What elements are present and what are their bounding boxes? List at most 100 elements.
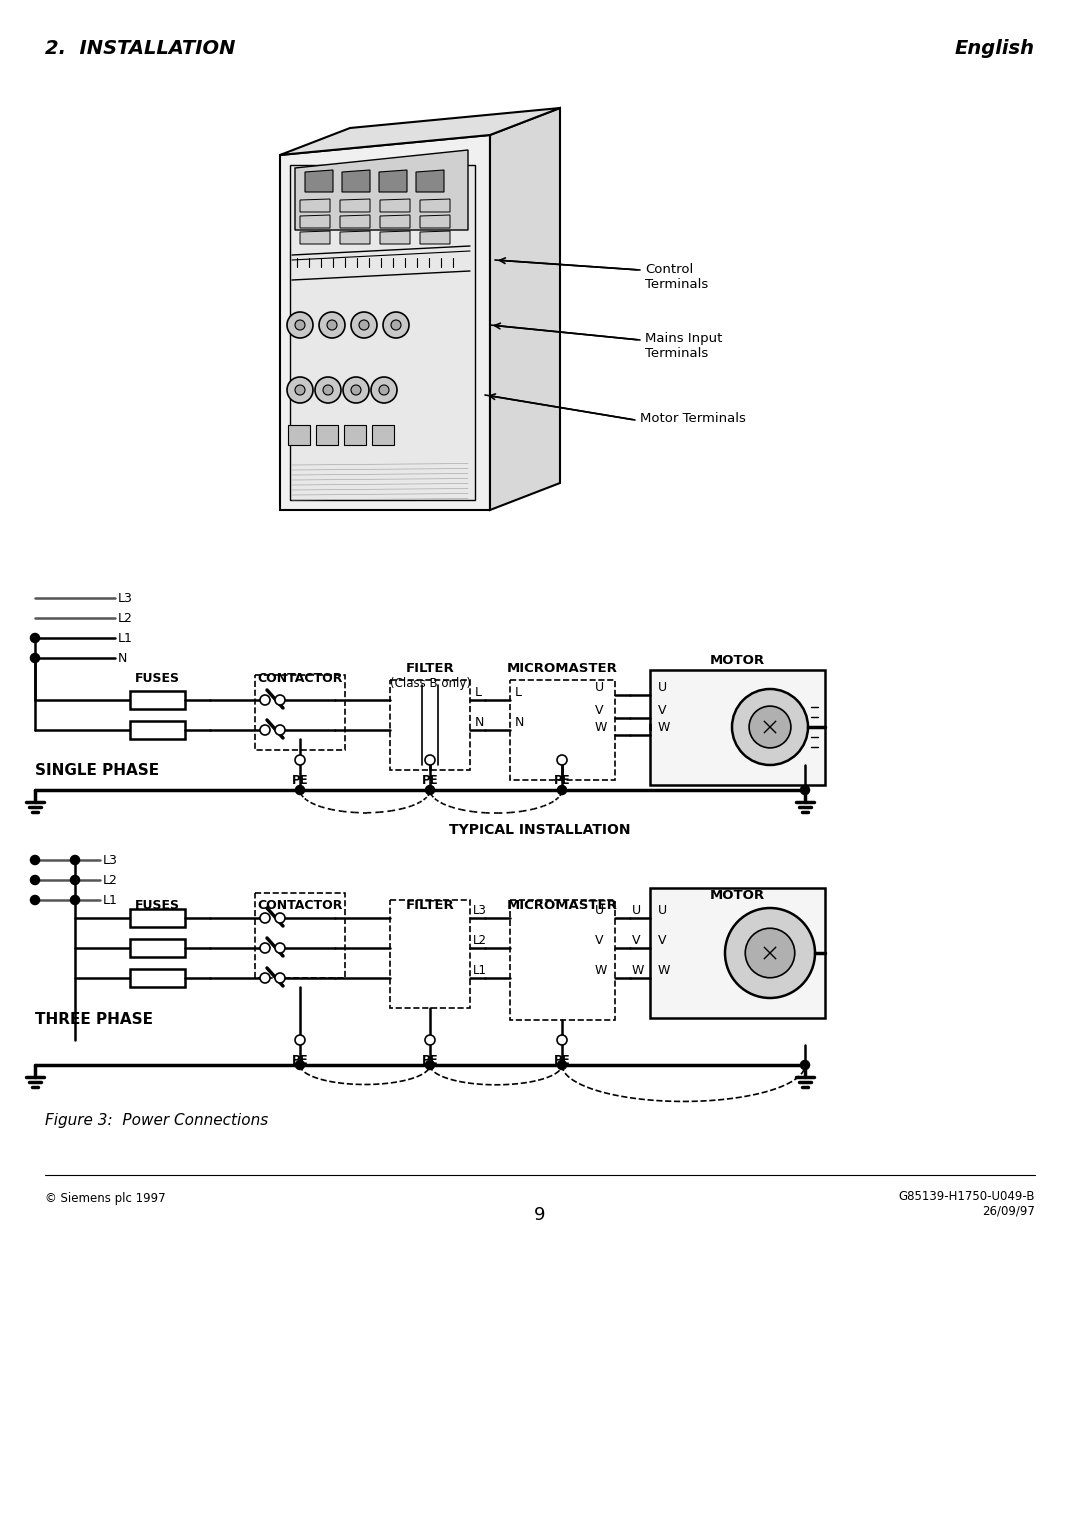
Text: PE: PE: [292, 1054, 308, 1067]
Text: W: W: [658, 721, 671, 733]
Polygon shape: [305, 170, 333, 193]
Text: U: U: [658, 903, 667, 917]
Circle shape: [426, 1034, 435, 1045]
Text: FUSES: FUSES: [135, 898, 179, 912]
Circle shape: [295, 755, 305, 766]
Text: L3: L3: [103, 854, 118, 866]
Circle shape: [287, 312, 313, 338]
Polygon shape: [379, 170, 407, 193]
Circle shape: [383, 312, 409, 338]
Polygon shape: [280, 108, 561, 154]
Text: English: English: [955, 38, 1035, 58]
Bar: [130, 691, 185, 709]
Polygon shape: [380, 231, 410, 244]
Circle shape: [295, 319, 305, 330]
Polygon shape: [340, 231, 370, 244]
Polygon shape: [420, 231, 450, 244]
Text: V: V: [632, 934, 640, 946]
Text: PE: PE: [421, 1054, 438, 1067]
Circle shape: [260, 973, 270, 983]
Bar: [130, 909, 185, 927]
Circle shape: [295, 385, 305, 396]
Circle shape: [426, 785, 434, 795]
Polygon shape: [380, 215, 410, 228]
Text: L/L1: L/L1: [315, 296, 339, 307]
Circle shape: [558, 785, 566, 795]
Text: FUSES: FUSES: [135, 671, 179, 685]
Text: N: N: [475, 715, 484, 729]
Polygon shape: [490, 108, 561, 510]
Bar: [510, 680, 615, 779]
Bar: [255, 675, 345, 750]
Polygon shape: [300, 215, 330, 228]
Circle shape: [275, 914, 285, 923]
Bar: [316, 425, 338, 445]
Text: L2: L2: [118, 611, 133, 625]
Circle shape: [426, 755, 435, 766]
Bar: [291, 165, 475, 500]
Circle shape: [323, 385, 333, 396]
Text: CONTACTOR: CONTACTOR: [257, 898, 342, 912]
Circle shape: [31, 895, 39, 905]
Text: V: V: [658, 703, 666, 717]
Text: MOTOR: MOTOR: [710, 888, 765, 902]
Text: U: U: [658, 680, 667, 694]
Circle shape: [31, 634, 39, 642]
Circle shape: [275, 973, 285, 983]
Text: L2: L2: [103, 874, 118, 886]
Bar: [650, 669, 825, 785]
Text: W: W: [595, 721, 607, 733]
Text: W: W: [353, 362, 365, 371]
Bar: [130, 721, 185, 740]
Circle shape: [260, 724, 270, 735]
Polygon shape: [300, 199, 330, 212]
Circle shape: [71, 876, 79, 885]
Circle shape: [327, 319, 337, 330]
Text: Control
Terminals: Control Terminals: [645, 263, 708, 290]
Text: L2: L2: [473, 934, 487, 946]
Text: V: V: [595, 934, 604, 946]
Text: L1: L1: [118, 631, 133, 645]
Polygon shape: [420, 215, 450, 228]
Bar: [130, 940, 185, 957]
Polygon shape: [340, 215, 370, 228]
Bar: [510, 900, 615, 1021]
Text: TYPICAL INSTALLATION: TYPICAL INSTALLATION: [449, 824, 631, 837]
Circle shape: [372, 377, 397, 403]
Polygon shape: [295, 150, 468, 231]
Polygon shape: [340, 199, 370, 212]
Text: (Class B only): (Class B only): [390, 677, 471, 689]
Text: 2.  INSTALLATION: 2. INSTALLATION: [45, 38, 235, 58]
Bar: [390, 900, 470, 1008]
Text: G85139-H1750-U049-B
26/09/97: G85139-H1750-U049-B 26/09/97: [899, 1190, 1035, 1218]
Text: U: U: [632, 903, 642, 917]
Text: V: V: [658, 934, 666, 946]
Circle shape: [260, 695, 270, 704]
Text: FILTER: FILTER: [406, 662, 455, 674]
Text: MICROMASTER: MICROMASTER: [507, 662, 618, 674]
Circle shape: [343, 377, 369, 403]
Bar: [345, 425, 366, 445]
Circle shape: [379, 385, 389, 396]
Text: W: W: [595, 964, 607, 976]
Text: L1: L1: [473, 964, 487, 976]
Text: © Siemens plc 1997: © Siemens plc 1997: [45, 1192, 165, 1206]
Text: U: U: [318, 367, 325, 376]
Text: N: N: [515, 715, 525, 729]
Polygon shape: [416, 170, 444, 193]
Text: Mains Input
Terminals: Mains Input Terminals: [645, 332, 723, 361]
Circle shape: [296, 785, 303, 795]
Circle shape: [351, 385, 361, 396]
Circle shape: [275, 943, 285, 953]
Circle shape: [557, 1034, 567, 1045]
Bar: [288, 425, 310, 445]
Circle shape: [801, 1060, 809, 1070]
Text: L3: L3: [384, 290, 399, 301]
Text: L1: L1: [103, 894, 118, 906]
Bar: [390, 680, 470, 770]
Circle shape: [745, 927, 795, 978]
Bar: [650, 888, 825, 1018]
Text: CONTACTOR: CONTACTOR: [257, 671, 342, 685]
Circle shape: [260, 914, 270, 923]
Circle shape: [557, 755, 567, 766]
